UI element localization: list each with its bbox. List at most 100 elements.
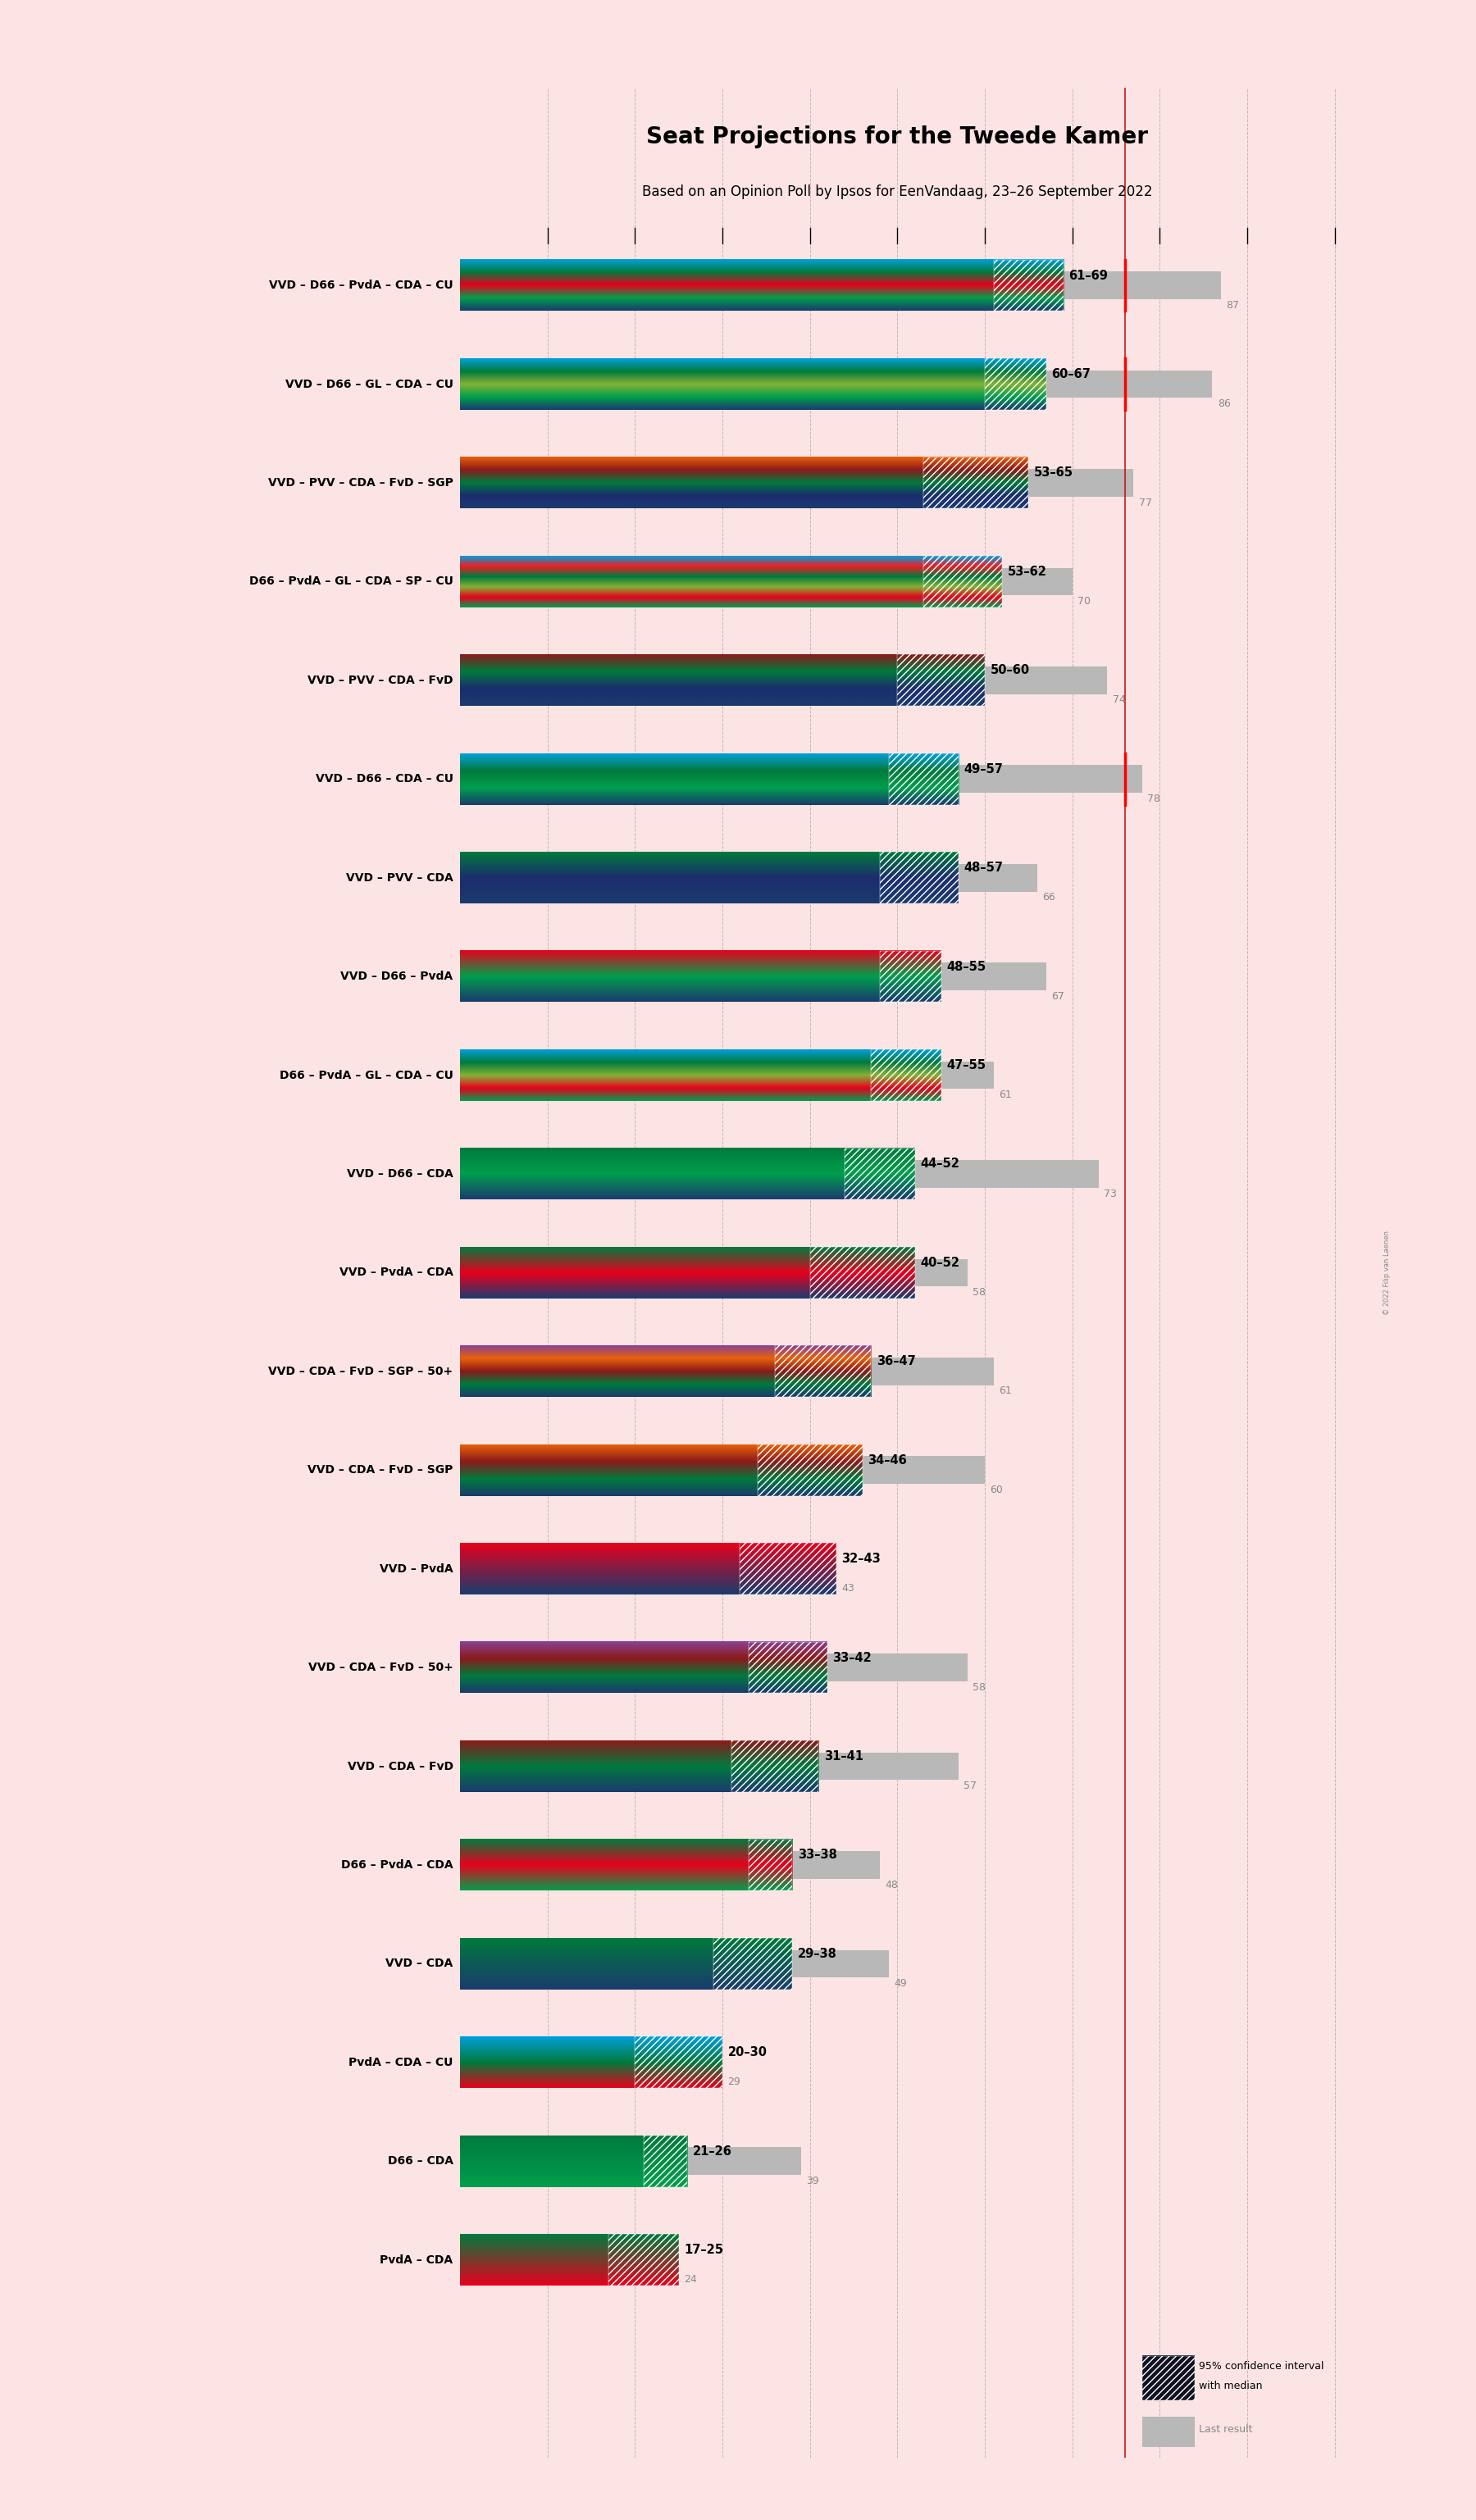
Text: 66: 66 xyxy=(1042,892,1055,902)
Text: 29: 29 xyxy=(728,2076,741,2087)
Text: VVD – PVV – CDA – FvD – SGP: VVD – PVV – CDA – FvD – SGP xyxy=(267,476,453,489)
Bar xyxy=(461,963,1046,990)
Text: 60–67: 60–67 xyxy=(1051,368,1091,381)
Text: 61: 61 xyxy=(999,1386,1011,1396)
Text: 77: 77 xyxy=(1139,496,1151,509)
Bar xyxy=(1142,2356,1194,2402)
Bar xyxy=(461,766,1142,794)
Text: © 2022 Filip van Laenen: © 2022 Filip van Laenen xyxy=(1383,1230,1390,1315)
Bar xyxy=(461,272,1221,300)
Text: 36–47: 36–47 xyxy=(877,1356,915,1368)
Bar xyxy=(461,1852,880,1880)
Text: 67: 67 xyxy=(1051,990,1064,1000)
Text: 95% confidence interval: 95% confidence interval xyxy=(1199,2361,1324,2371)
Bar xyxy=(924,557,1002,607)
Bar xyxy=(461,469,1134,496)
Bar xyxy=(871,1048,942,1101)
Text: D66 – PvdA – GL – CDA – CU: D66 – PvdA – GL – CDA – CU xyxy=(279,1068,453,1081)
Bar xyxy=(844,1149,915,1200)
Text: 39: 39 xyxy=(806,2175,819,2187)
Text: 58: 58 xyxy=(973,1681,986,1693)
Bar xyxy=(461,1457,984,1484)
Bar xyxy=(461,1653,967,1681)
Text: 44–52: 44–52 xyxy=(920,1157,959,1169)
Text: 20–30: 20–30 xyxy=(728,2046,768,2059)
Bar xyxy=(889,753,958,804)
Bar xyxy=(461,1555,837,1583)
Bar xyxy=(984,358,1046,411)
Text: 49: 49 xyxy=(894,1978,906,1988)
Text: 53–65: 53–65 xyxy=(1033,466,1073,479)
Text: VVD – D66 – CDA: VVD – D66 – CDA xyxy=(347,1169,453,1179)
Bar xyxy=(461,1751,958,1779)
Text: 34–46: 34–46 xyxy=(868,1454,906,1467)
Text: 48–55: 48–55 xyxy=(946,960,986,973)
Text: Last result: Last result xyxy=(1199,2424,1253,2434)
Bar xyxy=(635,2036,722,2089)
Text: D66 – PvdA – GL – CDA – SP – CU: D66 – PvdA – GL – CDA – SP – CU xyxy=(249,575,453,587)
Text: VVD – CDA – FvD – SGP – 50+: VVD – CDA – FvD – SGP – 50+ xyxy=(269,1366,453,1376)
Text: 61–69: 61–69 xyxy=(1069,270,1108,282)
Bar xyxy=(739,1542,837,1595)
Text: 48–57: 48–57 xyxy=(964,862,1004,874)
Text: PvdA – CDA: PvdA – CDA xyxy=(379,2253,453,2265)
Text: 61: 61 xyxy=(999,1089,1011,1101)
Text: with median: with median xyxy=(1199,2381,1262,2391)
Bar xyxy=(775,1346,871,1396)
Text: 29–38: 29–38 xyxy=(797,1948,837,1961)
Text: 53–62: 53–62 xyxy=(1008,564,1046,577)
Text: PvdA – CDA – CU: PvdA – CDA – CU xyxy=(348,2056,453,2069)
Text: 43: 43 xyxy=(841,1583,855,1593)
Text: 33–38: 33–38 xyxy=(797,1850,837,1862)
Text: Seat Projections for the Tweede Kamer: Seat Projections for the Tweede Kamer xyxy=(646,126,1148,149)
Text: 24: 24 xyxy=(683,2273,697,2286)
Bar xyxy=(461,2245,670,2273)
Text: VVD – CDA – FvD: VVD – CDA – FvD xyxy=(347,1761,453,1772)
Bar xyxy=(731,1741,819,1792)
Bar xyxy=(757,1444,862,1497)
Text: 17–25: 17–25 xyxy=(683,2243,723,2255)
Bar xyxy=(461,370,1212,398)
Text: 21–26: 21–26 xyxy=(692,2145,732,2157)
Bar xyxy=(608,2235,679,2286)
Text: D66 – CDA: D66 – CDA xyxy=(388,2155,453,2167)
Bar xyxy=(748,1643,828,1693)
Text: VVD – D66 – CDA – CU: VVD – D66 – CDA – CU xyxy=(316,774,453,784)
Bar xyxy=(461,567,1072,595)
Text: VVD – CDA: VVD – CDA xyxy=(385,1958,453,1971)
Bar xyxy=(1142,2417,1194,2447)
Text: 50–60: 50–60 xyxy=(990,665,1030,675)
Bar xyxy=(461,864,1038,892)
Text: 60: 60 xyxy=(990,1484,1004,1494)
Text: Based on an Opinion Poll by Ipsos for EenVandaag, 23–26 September 2022: Based on an Opinion Poll by Ipsos for Ee… xyxy=(642,184,1153,199)
Text: 47–55: 47–55 xyxy=(946,1058,986,1071)
Bar xyxy=(461,2049,714,2076)
Text: VVD – D66 – PvdA – CDA – CU: VVD – D66 – PvdA – CDA – CU xyxy=(269,280,453,292)
Text: 57: 57 xyxy=(964,1782,977,1792)
Text: VVD – PVV – CDA – FvD: VVD – PVV – CDA – FvD xyxy=(307,675,453,685)
Text: VVD – CDA – FvD – 50+: VVD – CDA – FvD – 50+ xyxy=(308,1661,453,1673)
Text: 40–52: 40–52 xyxy=(920,1257,959,1270)
Text: VVD – D66 – GL – CDA – CU: VVD – D66 – GL – CDA – CU xyxy=(285,378,453,391)
Text: 33–42: 33–42 xyxy=(832,1651,872,1663)
Bar xyxy=(880,950,942,1003)
Text: VVD – PVV – CDA: VVD – PVV – CDA xyxy=(345,872,453,885)
Bar xyxy=(924,456,1029,509)
Text: 78: 78 xyxy=(1147,794,1160,804)
Bar xyxy=(461,1061,993,1089)
Bar xyxy=(993,260,1064,310)
Text: 87: 87 xyxy=(1227,300,1240,310)
Text: 86: 86 xyxy=(1218,398,1231,408)
Bar xyxy=(897,655,984,706)
Bar xyxy=(461,1159,1098,1187)
Text: 58: 58 xyxy=(973,1288,986,1298)
Text: VVD – PvdA – CDA: VVD – PvdA – CDA xyxy=(339,1268,453,1278)
Text: VVD – D66 – PvdA: VVD – D66 – PvdA xyxy=(341,970,453,983)
Bar xyxy=(880,852,958,902)
Text: 31–41: 31–41 xyxy=(824,1751,863,1761)
Bar xyxy=(461,1950,889,1978)
Text: 74: 74 xyxy=(1113,696,1126,706)
Bar xyxy=(461,1260,967,1285)
Bar xyxy=(810,1247,915,1298)
Text: D66 – PvdA – CDA: D66 – PvdA – CDA xyxy=(341,1860,453,1870)
